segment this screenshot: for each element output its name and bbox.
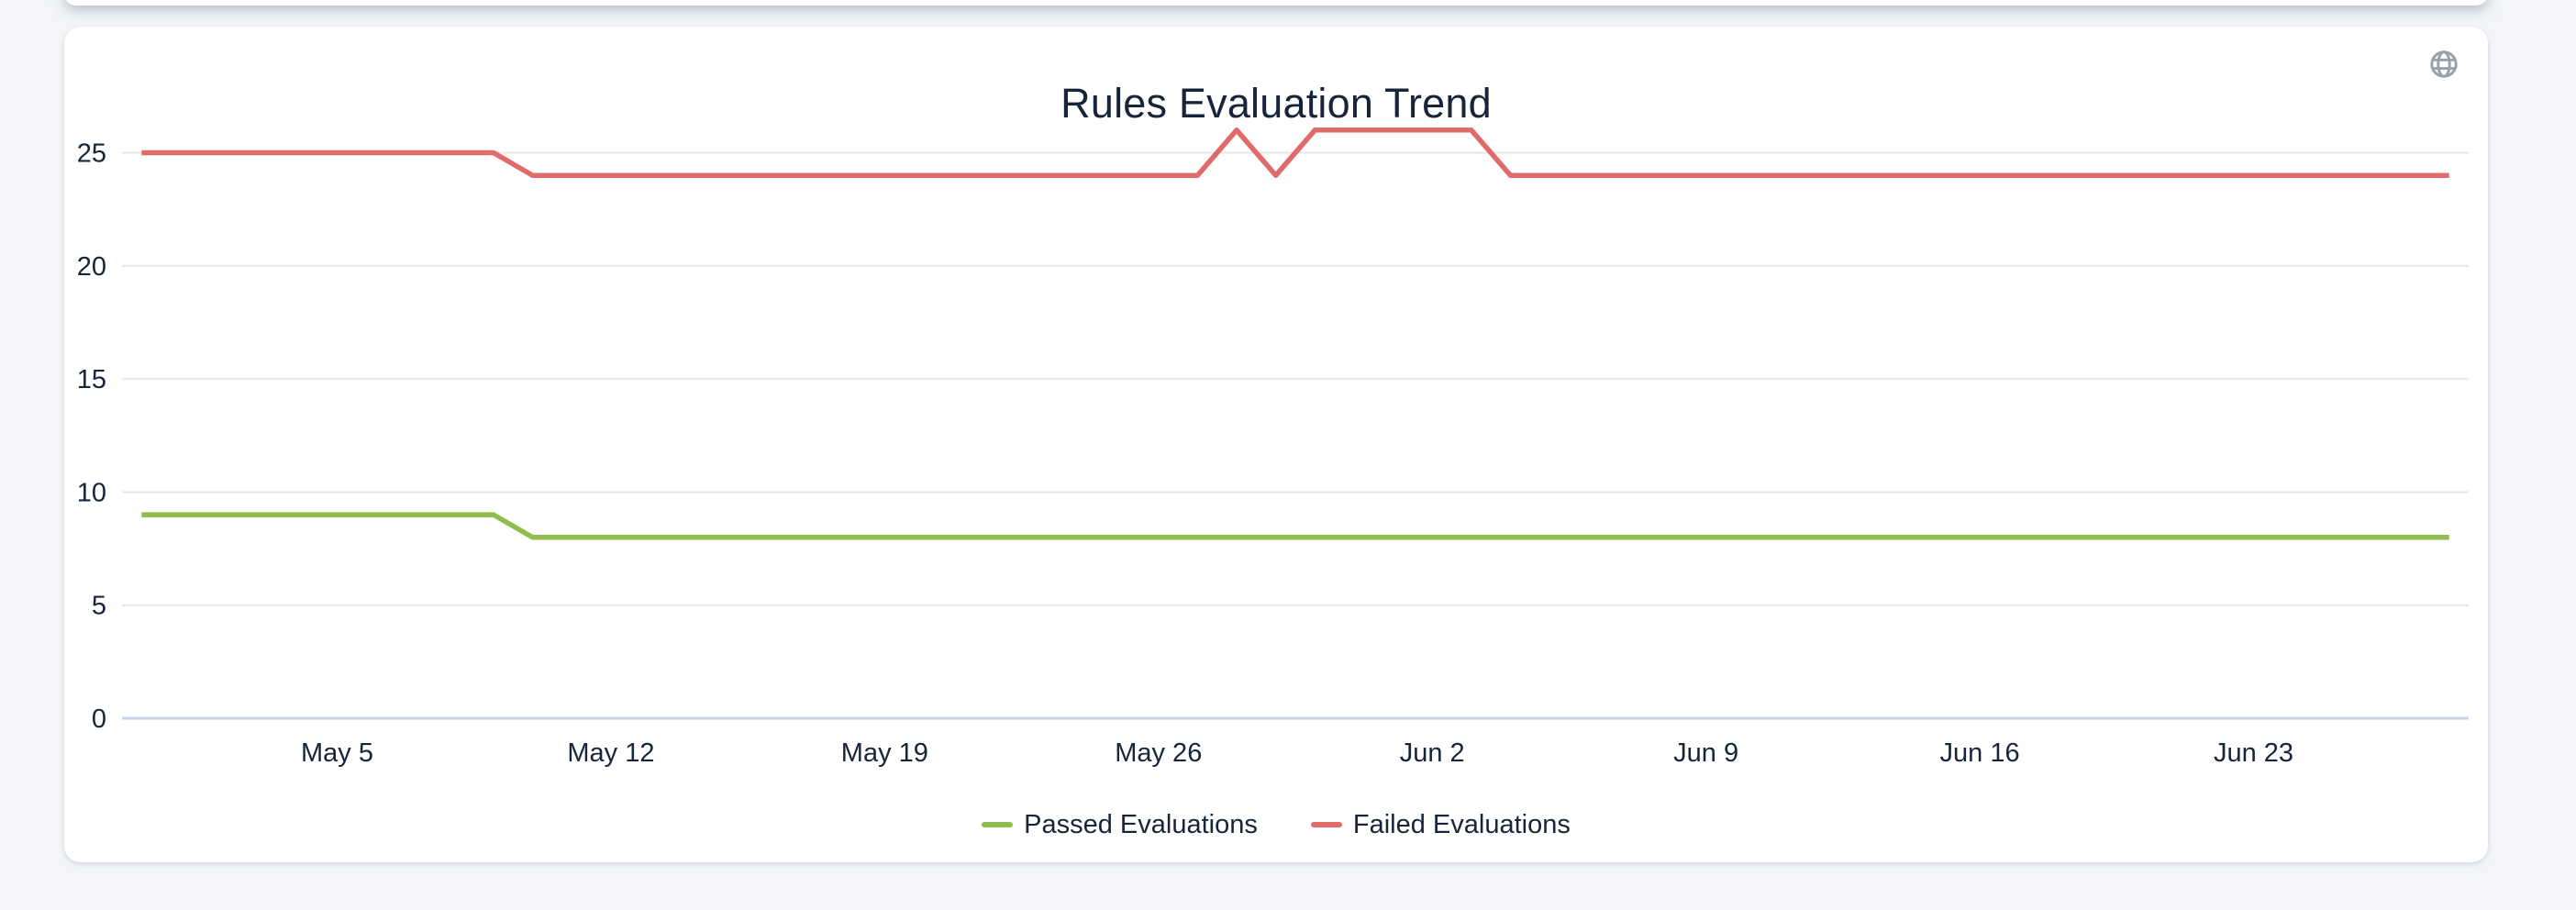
failed-evaluations-series-line — [141, 128, 2449, 178]
legend-label-failed: Failed Evaluations — [1352, 809, 1571, 839]
x-axis-tick-label: Jun 2 — [1400, 738, 1465, 768]
y-axis-tick-label: 25 — [77, 139, 106, 169]
y-axis-tick-label: 10 — [77, 478, 106, 507]
globe-icon[interactable] — [2428, 49, 2459, 80]
legend-item-passed-evaluations[interactable]: Passed Evaluations — [982, 810, 1258, 840]
x-axis-tick-label: May 19 — [841, 738, 928, 768]
legend-item-failed-evaluations[interactable]: Failed Evaluations — [1310, 809, 1571, 840]
x-axis-tick-label: May 26 — [1115, 738, 1202, 768]
passed-series-dash-icon — [982, 822, 1014, 827]
chart-card: Rules Evaluation Trend 0 5 10 15 20 25 May 5 Ma… — [64, 27, 2488, 862]
y-axis-tick-label: 20 — [77, 252, 106, 282]
y-axis-tick-label: 0 — [92, 705, 106, 734]
x-axis-tick-label: Jun 16 — [1940, 738, 2020, 768]
chart-legend: Passed Evaluations Failed Evaluations — [64, 808, 2488, 841]
x-axis-tick-label: May 5 — [301, 738, 373, 768]
legend-label-passed: Passed Evaluations — [1024, 809, 1258, 839]
failed-series-dash-icon — [1310, 822, 1342, 827]
x-axis-tick-label: Jun 9 — [1673, 738, 1738, 768]
previous-card-bottom-edge — [64, 0, 2488, 6]
y-axis-tick-label: 5 — [92, 592, 106, 621]
passed-evaluations-series-line — [141, 512, 2449, 540]
chart-title: Rules Evaluation Trend — [1060, 80, 1492, 127]
x-axis-tick-label: Jun 23 — [2214, 738, 2293, 768]
y-axis-tick-label: 15 — [77, 365, 106, 394]
x-axis-tick-label: May 12 — [567, 738, 654, 768]
line-chart: 0 5 10 15 20 25 May 5 May 12 May 19 May 26 Jun 2 Ju… — [64, 27, 2488, 862]
